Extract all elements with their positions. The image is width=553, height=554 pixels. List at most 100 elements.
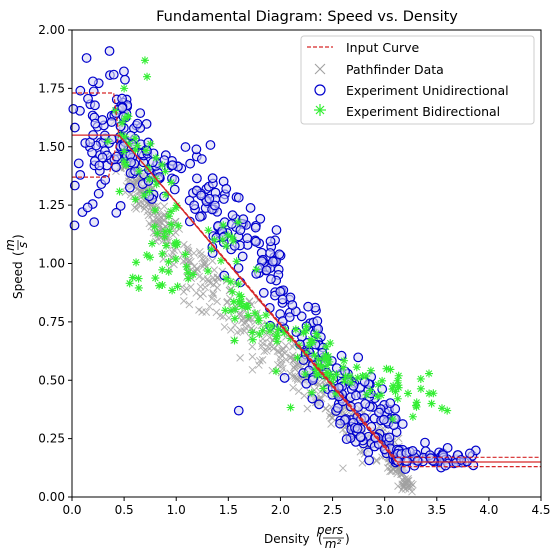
bidirectional-point-84 bbox=[171, 254, 180, 263]
bidirectional-point-3 bbox=[164, 212, 173, 221]
bidirectional-point-203 bbox=[340, 356, 349, 365]
bidirectional-point-112 bbox=[307, 335, 316, 344]
bidirectional-point-143 bbox=[229, 297, 238, 306]
bidirectional-point-12 bbox=[152, 153, 161, 162]
bidirectional-point-164 bbox=[373, 392, 382, 401]
bidirectional-point-26 bbox=[103, 137, 112, 146]
pathfinder-point-269 bbox=[204, 277, 213, 285]
bidirectional-point-46 bbox=[182, 262, 191, 271]
pathfinder-point-291 bbox=[254, 361, 263, 369]
bidirectional-point-180 bbox=[388, 415, 397, 424]
pathfinder-point-434 bbox=[303, 404, 312, 413]
x-tick-label-4: 2.0 bbox=[271, 503, 290, 517]
bidirectional-point-145 bbox=[310, 351, 319, 360]
legend-entry-pathfinder: Pathfinder Data bbox=[314, 62, 444, 77]
unidirectional-point-421 bbox=[335, 418, 345, 429]
bidirectional-point-194 bbox=[374, 380, 383, 389]
pathfinder-point-130 bbox=[145, 219, 154, 228]
bidirectional-point-53 bbox=[151, 274, 160, 283]
pathfinder-point-83 bbox=[159, 255, 168, 263]
unidirectional-point-270 bbox=[265, 248, 276, 258]
bidirectional-point-207 bbox=[120, 84, 129, 93]
unidirectional-point-160 bbox=[245, 203, 256, 213]
unidirectional-point-40 bbox=[93, 188, 104, 199]
y-tick-label-3: 0.75 bbox=[38, 315, 65, 329]
bidirectional-point-51 bbox=[232, 257, 241, 266]
bidirectional-point-183 bbox=[352, 363, 361, 372]
x-axis-unit-close: ) bbox=[345, 532, 350, 546]
pathfinder-point-275 bbox=[212, 308, 221, 317]
unidirectional-point-238 bbox=[226, 219, 237, 229]
unidirectional-point-48 bbox=[75, 169, 86, 180]
bidirectional-point-63 bbox=[164, 267, 173, 276]
bidirectional-point-105 bbox=[313, 332, 322, 341]
series-input-curve bbox=[72, 92, 541, 468]
bidirectional-point-123 bbox=[230, 336, 239, 345]
bidirectional-point-119 bbox=[273, 337, 282, 346]
y-tick-label-0: 0.00 bbox=[38, 490, 65, 504]
bidirectional-point-169 bbox=[412, 398, 421, 407]
bidirectional-point-101 bbox=[254, 313, 263, 322]
bidirectional-point-189 bbox=[382, 364, 391, 373]
unidirectional-point-274 bbox=[303, 301, 314, 312]
unidirectional-point-284 bbox=[277, 294, 288, 305]
bidirectional-point-50 bbox=[158, 265, 167, 274]
bidirectional-point-118 bbox=[231, 305, 240, 314]
bidirectional-point-163 bbox=[366, 366, 375, 375]
bidirectional-point-75 bbox=[173, 282, 182, 291]
bidirectional-point-182 bbox=[347, 378, 356, 387]
unidirectional-point-397 bbox=[360, 398, 371, 409]
bidirectional-point-33 bbox=[115, 187, 124, 196]
bidirectional-point-152 bbox=[306, 338, 315, 347]
bidirectional-point-71 bbox=[160, 232, 169, 241]
data-layer bbox=[68, 46, 541, 496]
bidirectional-point-208 bbox=[437, 404, 446, 413]
unidirectional-point-139 bbox=[192, 173, 202, 184]
bidirectional-point-128 bbox=[326, 369, 335, 378]
unidirectional-point-89 bbox=[106, 117, 117, 127]
bidirectional-point-8 bbox=[120, 132, 129, 141]
y-axis-label: Speed bbox=[11, 261, 25, 299]
unidirectional-point-445 bbox=[355, 431, 366, 442]
bidirectional-point-195 bbox=[346, 372, 355, 381]
bidirectional-point-86 bbox=[263, 321, 272, 330]
bidirectional-point-4 bbox=[145, 175, 154, 184]
bidirectional-point-121 bbox=[299, 328, 308, 337]
bidirectional-point-97 bbox=[314, 370, 323, 379]
pathfinder-point-564 bbox=[409, 480, 417, 489]
pathfinder-point-204 bbox=[192, 289, 201, 297]
pathfinder-point-380 bbox=[294, 387, 303, 395]
legend-entry-unidirectional: Experiment Unidirectional bbox=[314, 83, 509, 98]
pathfinder-point-262 bbox=[240, 327, 249, 335]
pathfinder-point-124 bbox=[154, 219, 163, 228]
unidirectional-point-226 bbox=[235, 225, 246, 236]
bidirectional-point-104 bbox=[258, 326, 267, 335]
bidirectional-point-138 bbox=[273, 331, 282, 340]
pathfinder-point-258 bbox=[267, 342, 276, 351]
pathfinder-point-440 bbox=[300, 391, 309, 400]
bidirectional-point-206 bbox=[143, 72, 152, 81]
pathfinder-point-166 bbox=[208, 256, 217, 265]
unidirectional-point-159 bbox=[233, 263, 244, 273]
unidirectional-point-391 bbox=[314, 399, 324, 410]
bidirectional-point-172 bbox=[332, 370, 341, 379]
pathfinder-point-350 bbox=[372, 456, 381, 464]
pathfinder-point-276 bbox=[223, 298, 231, 307]
bidirectional-point-49 bbox=[204, 226, 213, 235]
unidirectional-point-66 bbox=[124, 182, 135, 193]
x-tick-label-3: 1.5 bbox=[219, 503, 238, 517]
unidirectional-point-24 bbox=[100, 175, 111, 185]
bidirectional-point-44 bbox=[161, 227, 170, 236]
unidirectional-point-214 bbox=[237, 251, 248, 262]
bidirectional-point-62 bbox=[134, 274, 143, 283]
bidirectional-point-146 bbox=[312, 329, 321, 338]
bidirectional-point-155 bbox=[416, 374, 425, 383]
bidirectional-point-196 bbox=[425, 389, 434, 398]
bidirectional-point-153 bbox=[323, 361, 332, 370]
unidirectional-point-508 bbox=[279, 373, 290, 383]
bidirectional-point-41 bbox=[229, 236, 238, 245]
pathfinder-point-259 bbox=[196, 282, 205, 291]
bidirectional-point-154 bbox=[301, 349, 310, 358]
unidirectional-point-247 bbox=[210, 200, 220, 211]
bidirectional-point-109 bbox=[235, 290, 244, 299]
